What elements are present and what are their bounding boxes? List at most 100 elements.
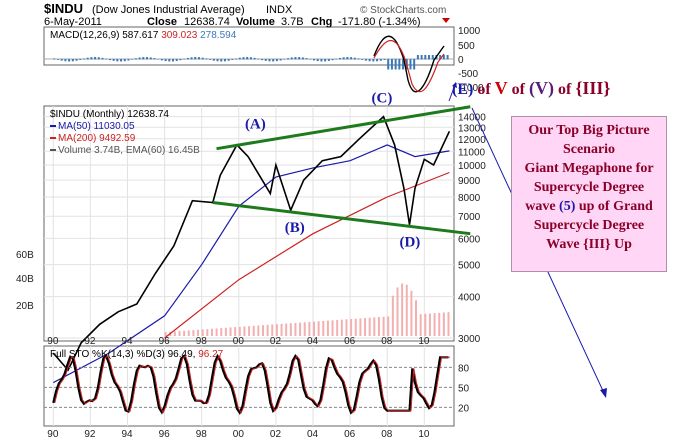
arrow-to-e [448, 84, 456, 102]
macd-hist-bar [309, 59, 312, 60]
macd-hist-bar [175, 59, 178, 61]
header-name: (Dow Jones Industrial Average) [92, 4, 245, 16]
macd-hist-bar [238, 57, 241, 60]
volume-bar [294, 322, 297, 336]
macd-hist-bar [290, 57, 293, 60]
price-tick-label: 11000 [458, 147, 486, 158]
volume-bar [261, 325, 264, 336]
x-grid [52, 106, 425, 426]
x-tick-label: 92 [84, 336, 96, 347]
scenario-line-7: Wave {III} Up [546, 237, 632, 252]
price-tick-label: 10000 [458, 161, 486, 172]
volume-bar [289, 323, 292, 336]
x-tick-label: 00 [233, 336, 245, 347]
macd-hist-bar [346, 57, 349, 60]
scenario-wave-rest: up of Grand [578, 199, 653, 214]
macd-hist-bar [305, 58, 308, 60]
macd-hist-bar [86, 57, 89, 60]
volume-bar [382, 316, 385, 336]
volume-bar [229, 327, 232, 336]
macd-hist-bar [376, 59, 379, 62]
macd-hist-bar [127, 59, 130, 61]
macd-hist-bar [90, 57, 93, 60]
macd-tick-label: 500 [458, 41, 475, 52]
wave-annotation: (E) of V of (V) of {III} [452, 78, 611, 99]
macd-hist-bar [142, 57, 145, 60]
macd-hist-bar [439, 55, 442, 60]
macd-hist-value: 278.594 [200, 30, 237, 41]
macd-hist-bar [123, 59, 126, 62]
macd-hist-bar [283, 59, 286, 60]
volume-bar [285, 323, 288, 336]
macd-hist-bar [164, 59, 167, 62]
macd-hist-bar [379, 59, 382, 61]
macd-hist-bar [197, 57, 200, 60]
header-close-value: 12638.74 [184, 16, 230, 28]
volume-bar [178, 331, 181, 336]
volume-bar [275, 324, 278, 336]
macd-hist-bar [287, 58, 290, 60]
scenario-line-1: Our Top Big Picture [528, 123, 650, 138]
macd-hist-bar [372, 59, 375, 62]
lower-trendline [212, 201, 471, 236]
macd-hist-bar [216, 59, 219, 62]
wave-labels: (A) (B) (C) (D) [245, 91, 420, 251]
of-text-3: of [558, 81, 572, 98]
volume-bar [433, 313, 436, 336]
sto-label-text: Full STO %K(14,3) %D(3) [50, 349, 165, 360]
header-watermark: © StockCharts.com [360, 5, 446, 16]
volume-bar [350, 319, 353, 336]
x-tick-label-bottom: 08 [381, 429, 393, 440]
macd-hist-bar [446, 55, 449, 60]
volume-bar [197, 329, 200, 336]
macd-hist-bar [357, 58, 360, 60]
macd-hist-bar [279, 59, 282, 61]
volume-bar [266, 324, 269, 336]
sto-k-line [52, 353, 449, 416]
macd-label: MACD(12,26,9) 587.617 309.023 278.594 [50, 30, 237, 41]
macd-hist-bar [394, 59, 397, 70]
volume-bar [271, 324, 274, 336]
macd-hist-bar [186, 57, 189, 60]
volume-bar [326, 320, 329, 336]
volume-tick-label: 20B [16, 301, 34, 312]
scenario-line-2: Scenario [562, 142, 616, 157]
macd-hist-bar [249, 57, 252, 60]
wave-e-label: (E) [452, 81, 473, 98]
price-tick-label: 4000 [458, 293, 481, 304]
ma50-line [53, 144, 450, 384]
macd-tick-label: 0 [458, 55, 464, 66]
wave-label: (C) [372, 91, 393, 107]
volume-bar [447, 312, 450, 336]
x-tick-label-bottom: 94 [121, 429, 133, 440]
volume-bar [377, 317, 380, 336]
macd-hist-bar [387, 59, 390, 70]
volume-bar [354, 318, 357, 336]
x-tick-label-bottom: 98 [196, 429, 208, 440]
price-tick-label: 12000 [458, 135, 486, 146]
macd-signal-value: 309.023 [161, 30, 198, 41]
macd-hist-bar [409, 59, 412, 70]
volume-bar [359, 318, 362, 336]
header-volume-label: Volume [236, 16, 275, 28]
macd-hist-bar [342, 57, 345, 60]
header-close-label: Close [147, 16, 177, 28]
chg-down-arrow-icon [442, 18, 450, 23]
macd-hist-bar [268, 59, 271, 62]
volume-bar [396, 287, 399, 336]
x-tick-label: 10 [418, 336, 430, 347]
macd-tick-label: 1000 [458, 26, 481, 37]
macd-hist-bar [160, 59, 163, 61]
macd-hist-bar [331, 59, 334, 61]
header-chg-value: -171.80 (-1.34%) [338, 16, 421, 28]
volume-bar [401, 283, 404, 336]
volume-bar [391, 295, 394, 336]
volume-bar [280, 323, 283, 336]
wave-v-label: V [495, 78, 508, 98]
macd-hist-bar [424, 55, 427, 60]
macd-hist-bar [324, 59, 327, 62]
x-tick-label-bottom: 02 [270, 429, 282, 440]
volume-bar [201, 329, 204, 336]
macd-hist-bar [350, 57, 353, 60]
